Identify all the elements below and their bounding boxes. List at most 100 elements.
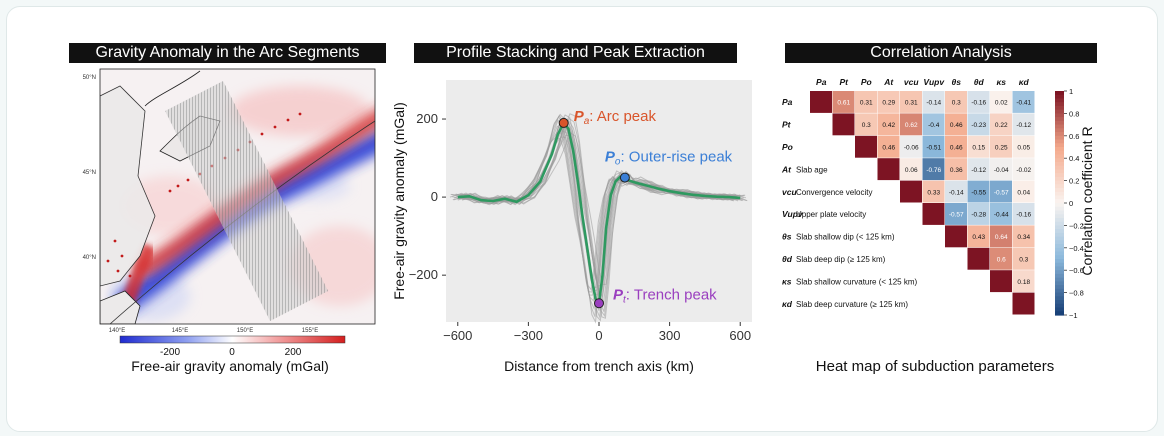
y-tick-label: −200 bbox=[409, 267, 438, 282]
heatmap-colorbar-segment bbox=[1055, 94, 1064, 100]
heatmap-cell bbox=[1012, 270, 1035, 293]
heatmap-cell bbox=[967, 203, 990, 225]
heatmap-colorbar-segment bbox=[1055, 210, 1064, 215]
heatmap-colorbar-tick-label: −0.4 bbox=[1069, 244, 1084, 253]
heatmap-row-symbol: Pt bbox=[782, 120, 792, 130]
heatmap-cell-value: 0.64 bbox=[995, 234, 1008, 241]
heatmap-cell-value: -0.57 bbox=[949, 212, 964, 219]
heatmap-colorbar-segment bbox=[1055, 158, 1064, 163]
heatmap-cell bbox=[922, 91, 945, 113]
heatmap-cell-value: -0.76 bbox=[926, 167, 941, 174]
heatmap-colorbar-segment bbox=[1055, 277, 1064, 282]
heatmap-cell-value: 0.6 bbox=[997, 257, 1006, 264]
heatmap-col-header: Pt bbox=[840, 77, 850, 87]
x-tick-label: 0 bbox=[595, 328, 602, 343]
heatmap-colorbar-segment bbox=[1055, 188, 1064, 193]
heatmap-cell bbox=[990, 225, 1012, 248]
heatmap-cell-value: 0.33 bbox=[927, 189, 940, 196]
heatmap-colorbar-segment bbox=[1055, 262, 1064, 268]
heatmap-cell bbox=[945, 158, 967, 181]
heatmap-row-name: Convergence velocity bbox=[796, 188, 872, 197]
heatmap-cell-value: 0.46 bbox=[882, 145, 895, 152]
heatmap-colorbar-segment bbox=[1055, 169, 1064, 174]
heatmap-cell-value: -0.02 bbox=[1016, 167, 1031, 174]
heatmap-cell-value: 0.61 bbox=[837, 100, 850, 107]
heatmap-colorbar-segment bbox=[1055, 161, 1064, 167]
heatmap-colorbar-segment bbox=[1055, 300, 1064, 305]
heatmap-row-symbol: Vupv bbox=[782, 209, 804, 219]
heatmap-colorbar-tick-label: 0 bbox=[1069, 199, 1073, 208]
heatmap-colorbar-segment bbox=[1055, 251, 1064, 256]
heatmap-cell bbox=[990, 158, 1012, 181]
heatmap-colorbar-segment bbox=[1055, 303, 1064, 309]
heatmap-cell-value: 0.3 bbox=[952, 100, 961, 107]
outer-peak-marker bbox=[619, 172, 630, 183]
heatmap-cell bbox=[967, 225, 990, 248]
heatmap-colorbar-label: Correlation coefficient R bbox=[1079, 126, 1095, 275]
heatmap-cell-value: 0.34 bbox=[1017, 234, 1030, 241]
heatmap-colorbar-segment bbox=[1055, 195, 1064, 200]
heatmap-cell bbox=[990, 203, 1012, 225]
heatmap-col-header: Po bbox=[861, 77, 872, 87]
heatmap-cell bbox=[877, 135, 900, 158]
heatmap-colorbar-segment bbox=[1055, 113, 1064, 118]
heatmap-colorbar-segment bbox=[1055, 105, 1064, 111]
heatmap-colorbar-segment bbox=[1055, 102, 1064, 107]
heatmap-cell bbox=[1012, 203, 1035, 225]
colorbar-tick: 200 bbox=[285, 347, 302, 358]
heatmap-col-header: κd bbox=[1019, 77, 1030, 87]
heatmap-row-symbol: vcu bbox=[782, 187, 797, 197]
heatmap-row-name: Slab age bbox=[796, 165, 828, 174]
heatmap-cell bbox=[1012, 180, 1035, 203]
correlation-heatmap: 0.61 0.31 0.29 0.31 -0.14 0.3 -0.16 0.02 -0.410.… bbox=[781, 77, 1095, 320]
x-tick-label: −300 bbox=[514, 328, 543, 343]
heatmap-cell-value: -0.06 bbox=[904, 145, 919, 152]
heatmap-cell-value: -0.16 bbox=[1016, 212, 1031, 219]
heatmap-cell-value: -0.12 bbox=[1016, 122, 1031, 129]
heatmap-colorbar-segment bbox=[1055, 229, 1064, 234]
heatmap-colorbar-segment bbox=[1055, 217, 1064, 223]
heatmap-cell-value: -0.23 bbox=[971, 122, 986, 129]
heatmap-cell-value: 0.42 bbox=[882, 122, 895, 129]
heatmap-colorbar-segment bbox=[1055, 124, 1064, 129]
heatmap-colorbar-segment bbox=[1055, 273, 1064, 279]
heatmap-colorbar-segment bbox=[1055, 240, 1064, 245]
heatmap-colorbar-segment bbox=[1055, 296, 1064, 301]
heatmap-cell bbox=[922, 113, 945, 136]
heatmap-cell-value: 0.31 bbox=[860, 100, 873, 107]
colorbar-tick: 0 bbox=[229, 347, 235, 358]
heatmap-cell bbox=[877, 91, 900, 113]
heatmap-colorbar-segment bbox=[1055, 132, 1064, 137]
heatmap-colorbar-segment bbox=[1055, 91, 1064, 96]
heatmap-cell-value: 0.15 bbox=[972, 145, 985, 152]
heatmap-cell bbox=[945, 113, 967, 136]
lat-tick: 45°N bbox=[83, 170, 96, 176]
heatmap-colorbar-tick-label: −0.6 bbox=[1069, 266, 1084, 275]
trench-peak-marker bbox=[594, 298, 604, 309]
heatmap-cell bbox=[900, 135, 922, 158]
heatmap-cell bbox=[967, 135, 990, 158]
heatmap-cell-value: 0.46 bbox=[950, 122, 963, 129]
heatmap-caption: Heat map of subduction parameters bbox=[815, 358, 1055, 375]
lat-tick: 50°N bbox=[83, 75, 96, 81]
heatmap-cell bbox=[1012, 247, 1035, 270]
profile-line bbox=[462, 119, 746, 312]
heatmap-cell-value: -0.04 bbox=[994, 167, 1009, 174]
heatmap-col-header: κs bbox=[996, 77, 1006, 87]
heatmap-colorbar-segment bbox=[1055, 288, 1064, 294]
heatmap-cell bbox=[832, 91, 855, 113]
heatmap-colorbar-segment bbox=[1055, 232, 1064, 238]
heatmap-cell-value: 0.62 bbox=[905, 122, 918, 129]
heatmap-colorbar-segment bbox=[1055, 307, 1064, 312]
heatmap-colorbar-segment bbox=[1055, 292, 1064, 297]
heatmap-colorbar-segment bbox=[1055, 154, 1064, 159]
heatmap-colorbar-tick-label: 1 bbox=[1069, 87, 1073, 96]
heatmap-colorbar-segment bbox=[1055, 191, 1064, 197]
heatmap-colorbar-tick-label: −0.8 bbox=[1069, 289, 1084, 298]
heatmap-cell bbox=[855, 135, 877, 158]
heatmap-col-header: θd bbox=[974, 77, 985, 87]
heatmap-row-name: Slab deep curvature (≥ 125 km) bbox=[796, 300, 908, 309]
heatmap-colorbar-segment bbox=[1055, 311, 1064, 316]
heatmap-row-name: Slab shallow curvature (< 125 km) bbox=[796, 277, 918, 286]
heatmap-cell-value: 0.04 bbox=[1017, 189, 1030, 196]
